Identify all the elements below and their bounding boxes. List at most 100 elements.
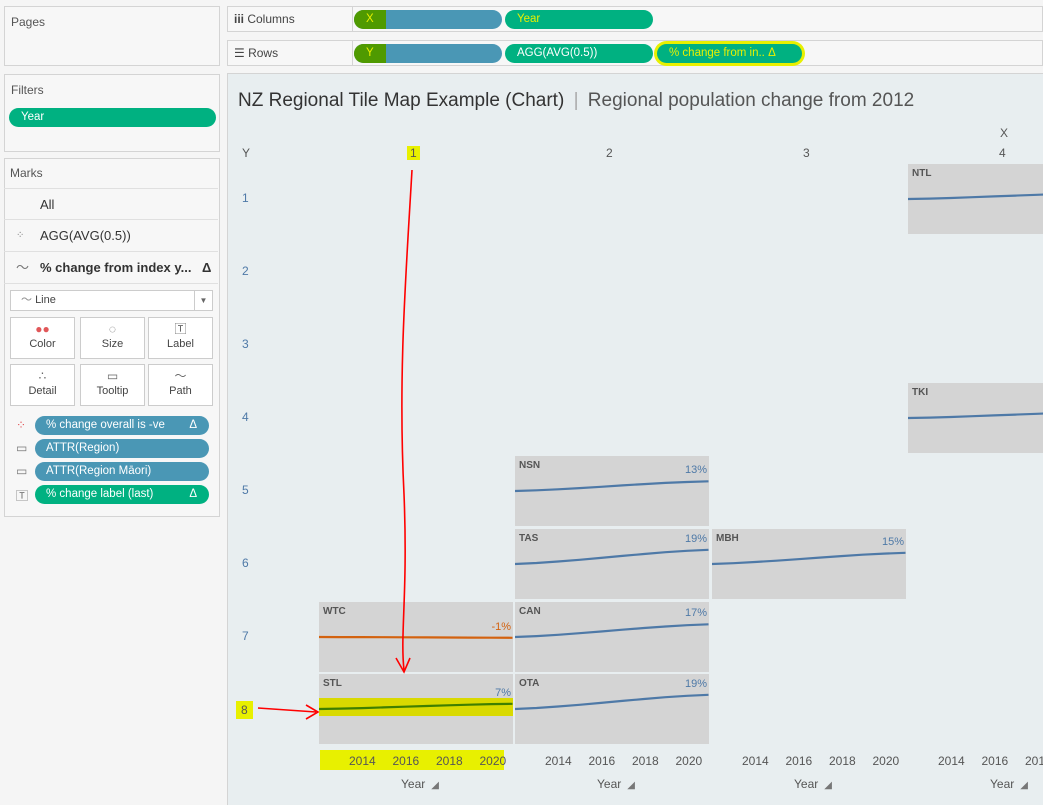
tile-ota[interactable]: OTA 19% <box>515 674 709 744</box>
tooltip-icon: ▭ <box>106 369 119 383</box>
row-pill-pct-change[interactable]: % change from in.. Δ <box>657 44 802 63</box>
year-tick: 2020 <box>479 754 507 768</box>
field-label: % change label (last) <box>46 488 154 500</box>
tile-mbh[interactable]: MBH 15% <box>712 529 906 599</box>
shapes-icon: ⁘ <box>16 230 25 241</box>
column-pill-year[interactable]: Year <box>505 10 653 29</box>
pct-label: -1% <box>491 620 511 633</box>
row-header: 5 <box>242 483 249 497</box>
field-pill-color[interactable]: % change overall is -ve Δ <box>35 416 209 435</box>
delta-icon: Δ <box>189 488 197 500</box>
columns-shelf[interactable]: iii Columns X Year <box>227 6 1043 32</box>
marks-layer1-label: AGG(AVG(0.5)) <box>40 228 131 243</box>
marks-layer-pct[interactable]: 〜 % change from index y... Δ <box>4 252 218 284</box>
columns-text: Columns <box>247 12 295 26</box>
filters-card: Filters Year <box>4 74 220 152</box>
filter-year-pill[interactable]: Year <box>9 108 216 127</box>
region-code: TAS <box>519 533 539 544</box>
field-label: ATTR(Region Māori) <box>46 465 152 477</box>
tile-ntl[interactable]: NTL <box>908 164 1043 234</box>
year-tick: 2016 <box>981 754 1009 768</box>
chevron-down-icon: ▼ <box>194 291 212 310</box>
region-code: NSN <box>519 460 541 471</box>
region-code: TKI <box>912 387 929 398</box>
detail-button[interactable]: ∴ Detail <box>10 364 75 406</box>
pin-icon[interactable]: ◢ <box>1020 780 1028 791</box>
y-header: Y <box>242 146 251 160</box>
year-tick: 2016 <box>785 754 813 768</box>
tile-nsn[interactable]: NSN 13% <box>515 456 709 526</box>
annotation-arrowhead-right <box>305 704 320 720</box>
marks-layer-all[interactable]: All <box>4 188 218 220</box>
row-header: 4 <box>242 410 249 424</box>
field-pill-region-maori[interactable]: ATTR(Region Māori) <box>35 462 209 481</box>
tile-can[interactable]: CAN 17% <box>515 602 709 672</box>
marks-all-label: All <box>40 197 55 212</box>
pill-text: X <box>354 10 386 29</box>
line-icon: 〜 <box>16 260 30 275</box>
size-label: Size <box>101 338 124 350</box>
tile-wtc[interactable]: WTC -1% <box>319 602 513 672</box>
size-button[interactable]: ◌ Size <box>80 317 145 359</box>
pin-icon[interactable]: ◢ <box>431 780 439 791</box>
year-axis-highlight <box>320 750 504 770</box>
region-code: STL <box>323 678 342 689</box>
series-line-ota[interactable] <box>515 693 709 711</box>
color-label: Color <box>29 338 56 350</box>
delta-icon: Δ <box>202 260 212 275</box>
row-pill-y[interactable]: Y <box>354 44 502 63</box>
column-pill-x[interactable]: X <box>354 10 502 29</box>
pct-label: 15% <box>881 535 904 548</box>
series-line-stl[interactable] <box>319 702 513 711</box>
detail-label: Detail <box>28 385 57 397</box>
region-code: NTL <box>912 168 932 179</box>
series-line-tki[interactable] <box>908 412 1043 420</box>
delta-icon: Δ <box>189 419 197 431</box>
column-header: 4 <box>999 146 1006 160</box>
year-axis-title[interactable]: Year ◢ <box>597 777 635 791</box>
pct-label: 19% <box>684 677 707 690</box>
field-pill-label[interactable]: % change label (last) Δ <box>35 485 209 504</box>
year-tick: 2016 <box>392 754 420 768</box>
year-tick: 2020 <box>872 754 900 768</box>
series-line-wtc[interactable] <box>319 635 513 639</box>
pin-icon[interactable]: ◢ <box>824 780 832 791</box>
columns-icon: iii <box>234 12 248 26</box>
tile-stl[interactable]: STL 7% <box>319 674 513 744</box>
region-code: CAN <box>519 606 541 617</box>
mark-type-value: Line <box>35 294 56 306</box>
series-line-tas[interactable] <box>515 548 709 566</box>
field-label: % change overall is -ve <box>46 419 165 431</box>
row-pill-agg[interactable]: AGG(AVG(0.5)) <box>505 44 653 63</box>
tooltip-icon: ▭ <box>16 464 28 478</box>
year-axis-title[interactable]: Year ◢ <box>401 777 439 791</box>
rows-shelf[interactable]: ☰ Rows Y AGG(AVG(0.5)) % change from in.… <box>227 40 1043 66</box>
label-button[interactable]: 🅃 Label <box>148 317 213 359</box>
color-icon: ⁘ <box>16 418 27 432</box>
year-axis-title[interactable]: Year ◢ <box>990 777 1028 791</box>
row-header: 1 <box>242 191 249 205</box>
x-header: X <box>1000 126 1009 140</box>
mark-type-select[interactable]: 〜 Line ▼ <box>10 290 213 311</box>
year-tick: 2016 <box>588 754 616 768</box>
label-icon: 🅃 <box>174 322 187 336</box>
tile-tki[interactable]: TKI <box>908 383 1043 453</box>
tile-tas[interactable]: TAS 19% <box>515 529 709 599</box>
line-icon: 〜 <box>21 294 36 306</box>
color-icon: ●● <box>35 322 50 336</box>
pin-icon[interactable]: ◢ <box>627 780 635 791</box>
series-line-ntl[interactable] <box>908 193 1043 201</box>
subtitle-text: Regional population change from 2012 <box>587 90 915 111</box>
tooltip-button[interactable]: ▭ Tooltip <box>80 364 145 406</box>
field-pill-region[interactable]: ATTR(Region) <box>35 439 209 458</box>
year-axis-title[interactable]: Year ◢ <box>794 777 832 791</box>
year-tick: 2014 <box>545 754 572 768</box>
color-button[interactable]: ●● Color <box>10 317 75 359</box>
tooltip-icon: ▭ <box>16 441 28 455</box>
year-tick: 2014 <box>938 754 965 768</box>
series-line-nsn[interactable] <box>515 480 709 493</box>
series-line-mbh[interactable] <box>712 551 906 566</box>
series-line-can[interactable] <box>515 623 709 639</box>
marks-layer-agg[interactable]: ⁘ AGG(AVG(0.5)) <box>4 220 218 252</box>
path-button[interactable]: 〜 Path <box>148 364 213 406</box>
